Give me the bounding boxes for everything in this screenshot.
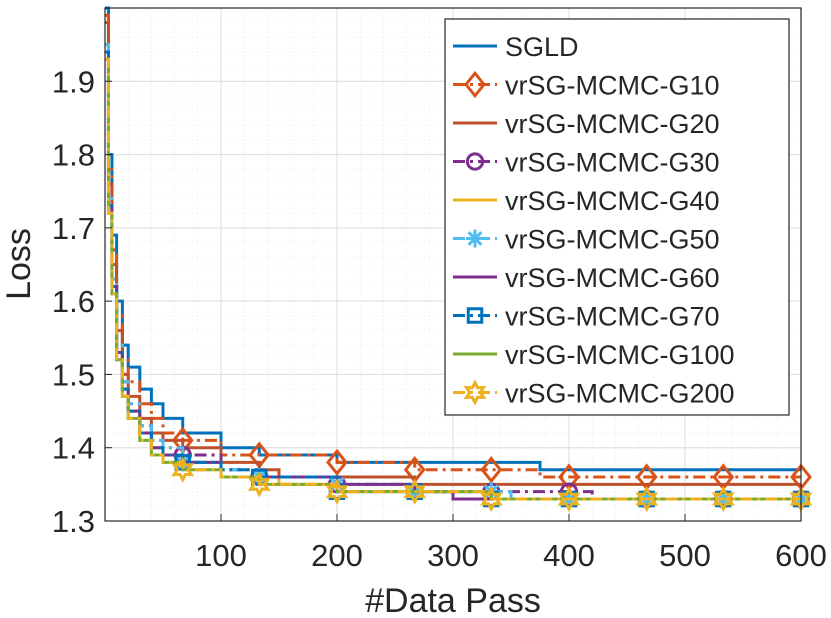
legend-label: vrSG-MCMC-G50 [505,225,720,255]
series-SGLD [105,6,801,472]
marker-square [466,307,484,324]
legend-label: vrSG-MCMC-G60 [505,263,720,293]
x-tick-label: 400 [543,538,595,573]
legend-entry: vrSG-MCMC-G100 [453,340,735,370]
marker-hexagram [171,456,195,483]
series-vrSG-MCMC-G20 [105,21,801,486]
marker-hexagram [463,379,487,406]
marker-circle [465,152,485,171]
marker-diamond [464,70,486,99]
series-line [105,57,801,501]
legend-entry: vrSG-MCMC-G40 [453,186,720,216]
legend: SGLD vrSG-MCMC-G10 vrSG-MCMC-G20 vrSG-MCMC-… [444,18,790,416]
legend-label: vrSG-MCMC-G10 [505,71,720,101]
y-tick-label: 1.3 [52,504,95,539]
x-tick-label: 300 [427,538,479,573]
marker-star [466,229,484,248]
legend-label: vrSG-MCMC-G30 [505,148,720,178]
series-line [105,50,801,501]
y-tick-label: 1.8 [52,138,95,173]
legend-entry: vrSG-MCMC-G20 [453,109,720,139]
series-line [105,21,801,486]
legend-label: SGLD [505,32,579,62]
series-line [105,13,801,479]
legend-entry: SGLD [453,32,579,62]
legend-entry: vrSG-MCMC-G60 [453,263,720,293]
legend-box [444,18,790,416]
legend-entry: vrSG-MCMC-G200 [453,379,735,409]
legend-entry: vrSG-MCMC-G70 [453,302,720,332]
y-axis-label: Loss [0,228,38,300]
y-tick-label: 1.9 [52,64,95,99]
x-tick-label: 200 [311,538,363,573]
series-vrSG-MCMC-G200 [105,57,813,513]
marker-hexagram [403,478,427,505]
legend-label: vrSG-MCMC-G70 [505,302,720,332]
y-axis: 1.3 1.4 1.5 1.6 1.7 1.8 1.9 [52,64,112,539]
legend-entry: vrSG-MCMC-G30 [453,148,720,178]
marker-hexagram [711,485,735,513]
marker-hexagram [635,485,659,513]
marker-hexagram [479,485,503,513]
legend-label: vrSG-MCMC-G100 [505,340,735,370]
marker-diamond [326,448,348,477]
legend-label: vrSG-MCMC-G40 [505,186,720,216]
legend-entry: vrSG-MCMC-G50 [453,225,720,255]
x-tick-label: 100 [195,538,247,573]
legend-label: vrSG-MCMC-G20 [505,109,720,139]
marker-hexagram [247,471,271,498]
legend-label: vrSG-MCMC-G200 [505,379,735,409]
x-axis: 100 200 300 400 500 600 [195,514,827,573]
series-layer [105,6,813,513]
legend-entry: vrSG-MCMC-G10 [453,71,720,101]
y-tick-label: 1.7 [52,211,95,246]
x-tick-label: 600 [775,538,827,573]
y-tick-label: 1.6 [52,284,95,319]
y-tick-label: 1.4 [52,431,95,466]
x-tick-label: 500 [659,538,711,573]
marker-hexagram [557,485,581,513]
marker-diamond [480,456,503,484]
series-line [105,6,801,472]
x-axis-label: #Data Pass [365,582,541,618]
y-tick-label: 1.5 [52,357,95,392]
marker-hexagram [325,478,349,505]
